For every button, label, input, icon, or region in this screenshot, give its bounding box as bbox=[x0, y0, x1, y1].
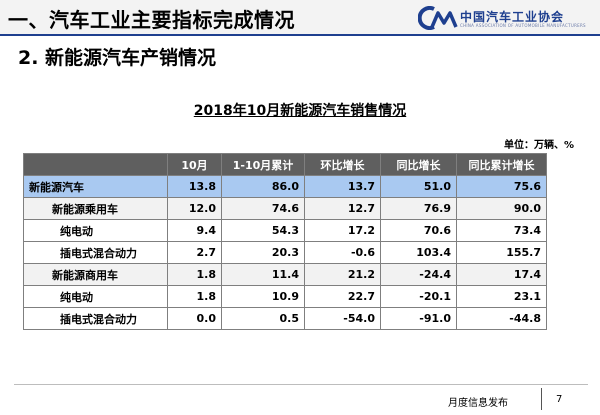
sales-table: 10月 1-10月累计 环比增长 同比增长 同比累计增长 新能源汽车 13.8 … bbox=[23, 153, 547, 330]
table-cell: 13.8 bbox=[167, 175, 222, 198]
table-cell: 76.9 bbox=[380, 197, 457, 220]
table-cell: 103.4 bbox=[380, 241, 457, 264]
table-cell: 51.0 bbox=[380, 175, 457, 198]
row-label: 新能源商用车 bbox=[23, 263, 168, 286]
table-cell: 90.0 bbox=[456, 197, 547, 220]
table-cell: 1.8 bbox=[167, 285, 222, 308]
table-cell: -24.4 bbox=[380, 263, 457, 286]
table-cell: 17.4 bbox=[456, 263, 547, 286]
row-label: 新能源汽车 bbox=[23, 175, 168, 198]
subsection-title: 2. 新能源汽车产销情况 bbox=[18, 47, 217, 69]
table-cell: -20.1 bbox=[380, 285, 457, 308]
column-header: 1-10月累计 bbox=[221, 153, 305, 176]
footer-rule bbox=[14, 384, 588, 385]
column-header: 10月 bbox=[167, 153, 222, 176]
table-cell: 73.4 bbox=[456, 219, 547, 242]
column-header: 同比增长 bbox=[380, 153, 457, 176]
row-label: 纯电动 bbox=[23, 285, 168, 308]
row-label: 新能源乘用车 bbox=[23, 197, 168, 220]
table-row: 新能源商用车 1.8 11.4 21.2 -24.4 17.4 bbox=[23, 263, 547, 286]
table-cell: 20.3 bbox=[221, 241, 305, 264]
logo-text: 中国汽车工业协会 bbox=[460, 10, 565, 24]
unit-label: 单位：万辆、% bbox=[503, 140, 574, 151]
table-cell: 11.4 bbox=[221, 263, 305, 286]
caam-logo: 中国汽车工业协会 CHINA ASSOCIATION OF AUTOMOBILE… bbox=[418, 6, 594, 32]
table-cell: 12.0 bbox=[167, 197, 222, 220]
table-cell: 74.6 bbox=[221, 197, 305, 220]
section-title: 一、汽车工业主要指标完成情况 bbox=[8, 8, 295, 32]
slide-header: 一、汽车工业主要指标完成情况 中国汽车工业协会 CHINA ASSOCIATIO… bbox=[0, 0, 600, 34]
table-cell: -54.0 bbox=[304, 307, 381, 330]
table-cell: -91.0 bbox=[380, 307, 457, 330]
footer-label: 月度信息发布 bbox=[448, 398, 508, 409]
table-row: 插电式混合动力 2.7 20.3 -0.6 103.4 155.7 bbox=[23, 241, 547, 264]
table-cell: 54.3 bbox=[221, 219, 305, 242]
table-cell: 10.9 bbox=[221, 285, 305, 308]
table-header-row: 10月 1-10月累计 环比增长 同比增长 同比累计增长 bbox=[23, 153, 547, 176]
table-cell: 21.2 bbox=[304, 263, 381, 286]
table-cell: 86.0 bbox=[221, 175, 305, 198]
column-header: 同比累计增长 bbox=[456, 153, 547, 176]
table-cell: 0.5 bbox=[221, 307, 305, 330]
table-cell: 2.7 bbox=[167, 241, 222, 264]
table-cell: 75.6 bbox=[456, 175, 547, 198]
table-cell: 155.7 bbox=[456, 241, 547, 264]
table-cell: -0.6 bbox=[304, 241, 381, 264]
table-title: 2018年10月新能源汽车销售情况 bbox=[193, 103, 407, 119]
page-number: 7 bbox=[556, 394, 563, 405]
row-label: 插电式混合动力 bbox=[23, 241, 168, 264]
table-cell: 70.6 bbox=[380, 219, 457, 242]
caam-logo-icon bbox=[418, 6, 458, 30]
logo-english-text: CHINA ASSOCIATION OF AUTOMOBILE MANUFACT… bbox=[460, 23, 586, 28]
table-row: 纯电动 1.8 10.9 22.7 -20.1 23.1 bbox=[23, 285, 547, 308]
table-cell: 22.7 bbox=[304, 285, 381, 308]
table-cell: 13.7 bbox=[304, 175, 381, 198]
table-cell: 17.2 bbox=[304, 219, 381, 242]
table-cell: 9.4 bbox=[167, 219, 222, 242]
column-header bbox=[23, 153, 168, 176]
table-row: 插电式混合动力 0.0 0.5 -54.0 -91.0 -44.8 bbox=[23, 307, 547, 330]
table-cell: 0.0 bbox=[167, 307, 222, 330]
footer-divider bbox=[541, 388, 542, 410]
table-cell: -44.8 bbox=[456, 307, 547, 330]
table-cell: 12.7 bbox=[304, 197, 381, 220]
table-row: 新能源汽车 13.8 86.0 13.7 51.0 75.6 bbox=[23, 175, 547, 198]
row-label: 纯电动 bbox=[23, 219, 168, 242]
header-rule bbox=[0, 34, 600, 36]
table-cell: 1.8 bbox=[167, 263, 222, 286]
table-row: 纯电动 9.4 54.3 17.2 70.6 73.4 bbox=[23, 219, 547, 242]
table-row: 新能源乘用车 12.0 74.6 12.7 76.9 90.0 bbox=[23, 197, 547, 220]
table-cell: 23.1 bbox=[456, 285, 547, 308]
row-label: 插电式混合动力 bbox=[23, 307, 168, 330]
column-header: 环比增长 bbox=[304, 153, 381, 176]
